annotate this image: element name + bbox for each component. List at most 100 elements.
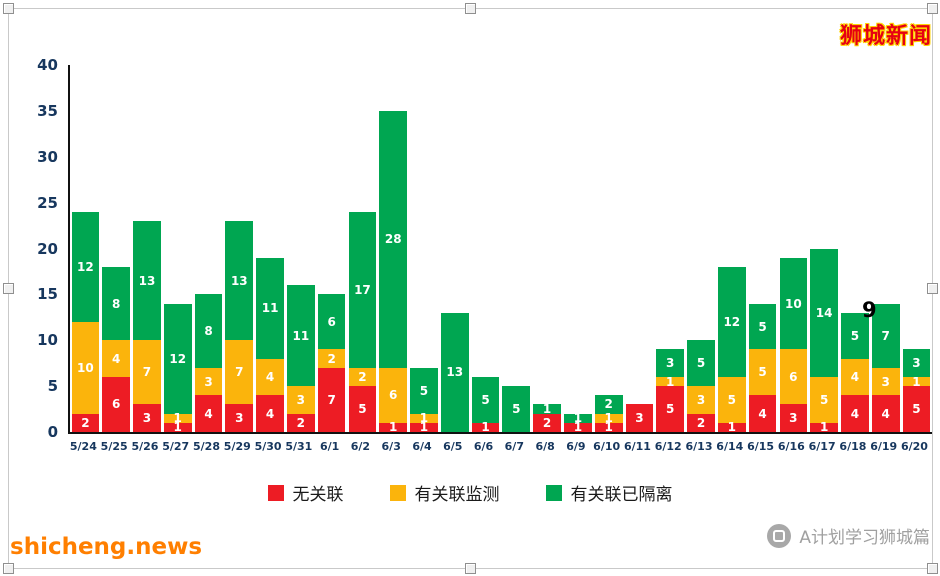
wechat-logo-icon: [767, 523, 792, 548]
x-axis-label: 6/7: [504, 440, 524, 453]
bar-segment: 3: [225, 404, 254, 432]
bar-segment: 3: [287, 386, 315, 414]
bar-5/29: 3 7 13: [224, 65, 255, 432]
bar-value-label: 5: [481, 392, 490, 407]
bar-segment: 5: [810, 376, 838, 423]
bar-segment: 5: [656, 386, 685, 432]
bar-segment: 4: [102, 340, 131, 377]
bar-segment: 5: [471, 376, 500, 423]
bar-value-label: 14: [815, 305, 833, 320]
bar-segment: 12: [163, 303, 192, 414]
bar-6/20: 5 1 3: [901, 65, 932, 432]
y-axis-label: 35: [37, 101, 58, 120]
bar-value-label: 4: [758, 406, 767, 421]
selection-handle-bottom-right[interactable]: [927, 563, 938, 574]
bar-value-label: 28: [384, 232, 402, 247]
x-axis-label: 6/19: [870, 440, 898, 453]
x-axis-label: 6/10: [593, 440, 621, 453]
bar-segment: 7: [871, 303, 900, 368]
bar-segment: 7: [317, 367, 346, 432]
bar-segment: 6: [779, 349, 808, 405]
bar-value-label: 10: [77, 360, 94, 375]
y-axis-label: 5: [47, 377, 58, 396]
bar-segment: 2: [287, 413, 315, 432]
bar-segment: 5: [687, 340, 715, 387]
bar-value-label: 7: [142, 365, 152, 380]
chart-plot-area[interactable]: 2 10 12 6 4 8 3 7 13 1 1 12 4 3 8 3 7 13 4 4 11 2 3 11 7 2 6 5 2 17 1 6…: [68, 65, 932, 434]
bar-segment: 1: [656, 374, 685, 389]
selection-handle-bottom-center[interactable]: [465, 563, 476, 574]
bar-6/17: 1 5 14: [809, 65, 840, 435]
bar-segment: 1: [163, 421, 192, 433]
selection-handle-middle-right[interactable]: [927, 283, 938, 294]
bar-segment: 5: [902, 386, 931, 432]
x-axis-label: 6/4: [412, 440, 432, 453]
legend-label: 有关联监测: [414, 485, 500, 505]
bar-value-label: 2: [327, 351, 336, 366]
bar-segment: 1: [163, 412, 192, 424]
bar-6/13: 2 3 5: [686, 65, 717, 432]
bar-segment: 14: [810, 248, 838, 377]
x-axis-label: 6/12: [654, 440, 682, 453]
bar-6/12: 5 1 3: [655, 65, 686, 432]
bar-segment: 2: [533, 413, 561, 432]
y-axis-label: 30: [37, 147, 58, 166]
selection-handle-top-right[interactable]: [927, 3, 938, 14]
bar-value-label: 2: [296, 415, 306, 430]
bar-value-label: 12: [169, 351, 187, 366]
y-axis-label: 40: [37, 56, 58, 74]
selection-handle-middle-left[interactable]: [3, 283, 14, 294]
y-axis-label: 10: [37, 331, 58, 350]
selection-handle-top-left[interactable]: [3, 3, 14, 14]
bar-value-label: 4: [881, 406, 890, 421]
bar-segment: 3: [194, 367, 223, 396]
x-axis-label: 5/25: [100, 440, 128, 453]
legend-item: 有关联监测: [389, 480, 500, 505]
bar-value-label: 6: [327, 314, 336, 329]
bar-value-label: 1: [819, 420, 829, 435]
bar-value-label: 5: [419, 383, 429, 398]
bar-6/16: 3 6 10: [778, 65, 809, 432]
bar-value-label: 4: [111, 351, 121, 366]
selection-handle-bottom-left[interactable]: [3, 563, 14, 574]
bar-6/7: 5: [501, 65, 532, 432]
bar-segment: 7: [225, 340, 254, 405]
bar-segment: 2: [348, 367, 377, 387]
x-axis-label: 5/28: [193, 440, 220, 453]
bar-value-label: 1: [389, 420, 398, 435]
legend-label: 有关联已隔离: [570, 485, 673, 505]
bar-value-label: 5: [758, 319, 767, 334]
bar-segment: 4: [256, 395, 284, 432]
legend-swatch-icon: [267, 484, 284, 501]
bar-value-label: 12: [77, 259, 94, 274]
bar-value-label: 3: [635, 411, 644, 426]
bar-5/26: 3 7 13: [132, 65, 163, 432]
bar-value-label: 4: [850, 369, 860, 384]
x-axis-label: 6/18: [839, 440, 867, 453]
bar-segment: 3: [871, 367, 900, 396]
bar-value-label: 13: [230, 273, 248, 288]
bar-segment: 13: [440, 312, 469, 432]
bar-value-label: 2: [542, 415, 552, 430]
site-url-watermark: shicheng.news: [10, 534, 203, 560]
bar-value-label: 6: [389, 388, 398, 403]
bar-segment: 12: [71, 211, 100, 322]
bar-value-label: 4: [265, 406, 275, 421]
bar-value-label: 5: [727, 392, 736, 407]
bar-value-label: 4: [204, 406, 213, 421]
selection-handle-top-center[interactable]: [465, 3, 476, 14]
bar-segment: 6: [317, 294, 346, 350]
bar-segment: 10: [71, 321, 100, 414]
bar-value-label: 1: [666, 374, 675, 389]
bar-segment: 4: [871, 395, 900, 432]
bar-segment: 12: [717, 266, 746, 377]
bar-value-label: 7: [881, 328, 890, 343]
site-brand: 狮城新闻: [839, 24, 932, 49]
x-axis-label: 6/5: [443, 440, 463, 453]
bar-value-label: 1: [573, 411, 583, 426]
x-axis-label: 6/14: [716, 440, 744, 453]
bar-segment: 10: [779, 257, 808, 350]
